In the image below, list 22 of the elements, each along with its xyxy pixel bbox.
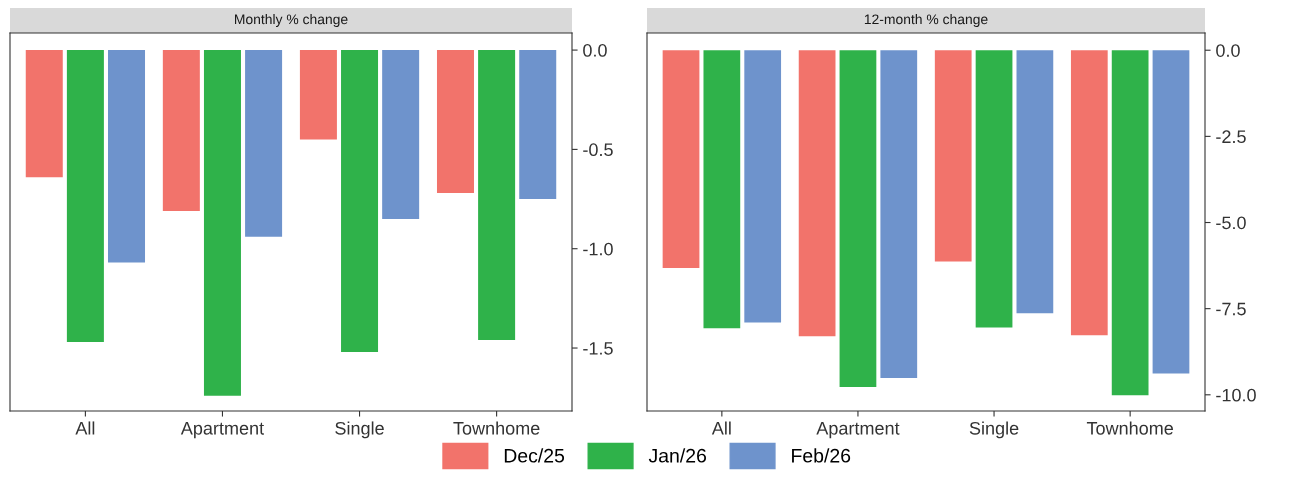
y-tick-label: -5.0 (1216, 216, 1246, 230)
x-tick-label: Townhome (1086, 421, 1173, 435)
x-tick-label: Single (969, 421, 1019, 439)
x-tick-label: Apartment (180, 422, 264, 439)
y-tick-label: -0.5 (583, 143, 613, 157)
legend-label: Dec/25 (504, 448, 565, 463)
chart-title: 12-month % change (864, 14, 988, 27)
y-tick-label: -1.5 (583, 342, 613, 355)
y-tick-label: -7.5 (1216, 302, 1246, 316)
legend-label: Feb/26 (792, 448, 851, 463)
chart-title: Monthly % change (235, 14, 348, 27)
y-tick-label: -1.0 (583, 242, 613, 256)
x-tick-label: Apartment (816, 422, 900, 439)
x-tick-label: All (711, 421, 731, 435)
y-tick-label: 0.0 (1216, 44, 1240, 57)
x-tick-label: Single (335, 421, 384, 439)
y-tick-label: -2.5 (1216, 130, 1246, 144)
x-tick-label: Townhome (453, 421, 540, 435)
y-tick-label: 0.0 (583, 44, 607, 57)
y-tick-label: -10.0 (1216, 388, 1256, 402)
x-tick-label: All (75, 421, 95, 435)
legend-label: Jan/26 (648, 448, 707, 463)
